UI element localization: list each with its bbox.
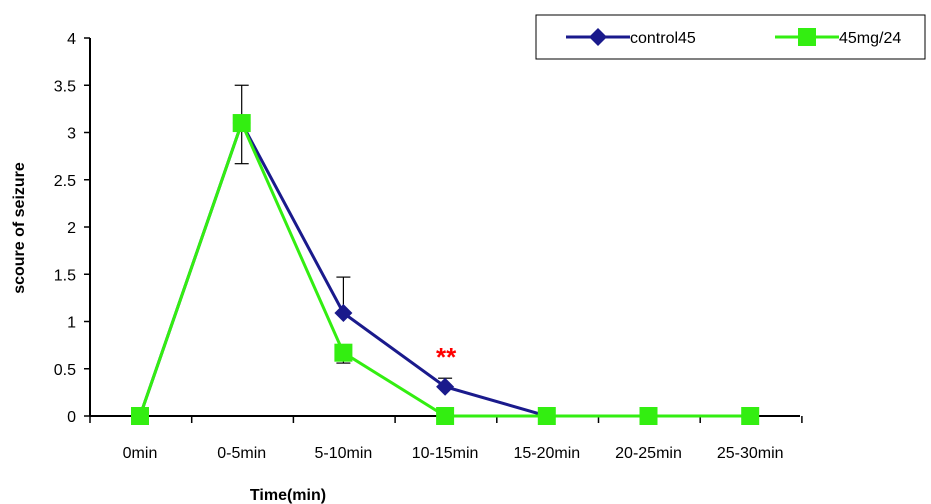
y-tick-label: 0 xyxy=(67,409,76,426)
x-axis-ticks: 0min 0-5min 5-10min 10-15min 15-20min 20-25mi… xyxy=(89,416,803,462)
y-tick-label: 2 xyxy=(67,220,76,237)
x-tick-label: 10-15min xyxy=(412,445,479,462)
data-point-1 xyxy=(741,407,760,425)
data-point-1 xyxy=(334,343,353,362)
x-axis-title: Time(min) xyxy=(250,487,326,504)
y-tick-label: 1.5 xyxy=(54,267,76,284)
x-tick-label: 25-30min xyxy=(717,445,784,462)
data-point-0 xyxy=(334,303,353,322)
y-axis-title: scoure of seizure xyxy=(11,162,28,294)
legend-marker xyxy=(798,28,816,46)
x-tick-label: 0min xyxy=(123,445,158,462)
y-tick-label: 4 xyxy=(67,31,76,48)
series-line-1 xyxy=(138,118,751,418)
series-line-0 xyxy=(138,119,751,418)
x-tick-label: 20-25min xyxy=(615,445,682,462)
data-point-1 xyxy=(131,407,149,425)
data-point-0 xyxy=(436,377,455,396)
y-tick-label: 0.5 xyxy=(54,362,76,379)
legend-marker xyxy=(589,28,607,46)
y-tick-label: 1 xyxy=(67,315,76,332)
significance-marker: ** xyxy=(436,342,457,372)
data-point-1 xyxy=(537,407,556,425)
y-tick-label: 3.5 xyxy=(54,78,76,95)
data-point-1 xyxy=(232,114,251,133)
annotations: ** xyxy=(436,342,457,372)
x-tick-label: 0-5min xyxy=(217,445,266,462)
y-tick-label: 2.5 xyxy=(54,173,76,190)
legend: control45 45mg/24 xyxy=(535,14,926,60)
x-tick-label: 15-20min xyxy=(513,445,580,462)
legend-label: 45mg/24 xyxy=(839,30,901,47)
y-axis-ticks: 0 0.5 1 1.5 2 2.5 3 3.5 4 xyxy=(54,31,90,426)
data-point-1 xyxy=(639,407,658,425)
legend-label: control45 xyxy=(630,30,696,47)
y-tick-label: 3 xyxy=(67,126,76,143)
series-markers xyxy=(131,114,760,425)
x-tick-label: 5-10min xyxy=(314,445,372,462)
series-lines xyxy=(138,118,751,418)
data-point-1 xyxy=(436,407,455,425)
error-bars xyxy=(234,84,453,387)
